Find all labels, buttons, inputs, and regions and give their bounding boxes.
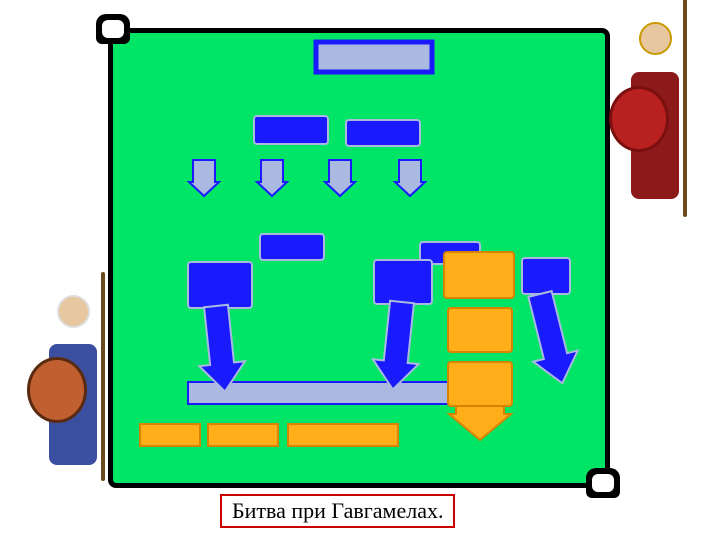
big-blue-arrow	[370, 300, 425, 392]
small-down-arrow	[325, 160, 355, 196]
outlined-unit	[316, 42, 432, 72]
orange-unit	[444, 252, 514, 298]
roman-soldier-icon	[600, 8, 710, 238]
orange-unit	[448, 308, 512, 352]
blue-unit	[374, 260, 432, 304]
spear-icon	[683, 0, 687, 217]
small-down-arrow	[257, 160, 287, 196]
battle-title-label: Битва при Гавгамелах.	[220, 494, 455, 528]
blue-unit	[188, 262, 252, 308]
soldier-head	[639, 22, 672, 55]
big-blue-arrow	[518, 288, 585, 388]
small-down-arrow	[395, 160, 425, 196]
spear-icon	[101, 272, 105, 481]
orange-bar	[140, 424, 200, 446]
orange-bar	[208, 424, 278, 446]
blue-unit	[522, 258, 570, 294]
shield-icon	[27, 357, 88, 423]
persian-soldier-icon	[18, 282, 128, 502]
big-blue-arrow	[193, 304, 248, 394]
orange-bar	[288, 424, 398, 446]
orange-down-arrow	[449, 406, 511, 440]
orange-unit	[448, 362, 512, 406]
diagram-stage: Битва при Гавгамелах.	[0, 0, 720, 540]
soldier-head	[57, 295, 90, 328]
blue-unit	[260, 234, 324, 260]
shield-icon	[609, 86, 670, 152]
blue-unit	[346, 120, 420, 146]
small-down-arrow	[189, 160, 219, 196]
blue-unit	[254, 116, 328, 144]
